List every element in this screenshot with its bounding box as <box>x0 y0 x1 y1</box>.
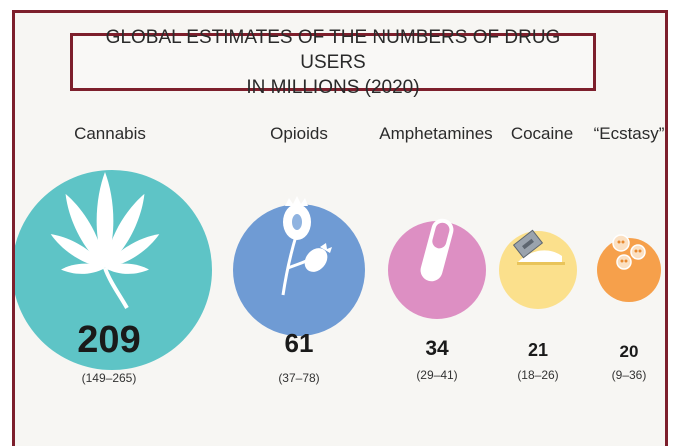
value-label: 34 <box>425 337 449 360</box>
range-label: (37–78) <box>278 371 319 385</box>
range-label: (149–265) <box>82 371 137 385</box>
value-label: 209 <box>77 319 140 361</box>
range-label: (18–26) <box>517 368 558 382</box>
category-label: Opioids <box>270 124 328 143</box>
ecstasy-pills-icon <box>612 234 646 270</box>
cocaine-razor-icon <box>512 229 565 265</box>
range-label: (9–36) <box>612 368 647 382</box>
value-label: 20 <box>620 342 639 361</box>
chart-title-line2: IN MILLIONS (2020) <box>246 76 420 98</box>
value-label: 61 <box>285 328 314 358</box>
category-label: Cocaine <box>511 124 573 143</box>
range-label: (29–41) <box>416 368 457 382</box>
category-label: Cannabis <box>74 124 146 143</box>
value-label: 21 <box>528 340 548 360</box>
category-label: Amphetamines <box>379 124 492 143</box>
capsule-icon <box>420 218 454 282</box>
poppy-icon <box>281 196 332 296</box>
cannabis-leaf-icon <box>50 172 160 309</box>
chart-title: GLOBAL ESTIMATES OF THE NUMBERS OF DRUG … <box>70 27 596 98</box>
bubble-opioids <box>233 204 365 336</box>
category-label: “Ecstasy” <box>594 124 665 143</box>
chart-title-line1: GLOBAL ESTIMATES OF THE NUMBERS OF DRUG … <box>105 26 561 73</box>
bubble-ecstasy <box>597 238 661 302</box>
